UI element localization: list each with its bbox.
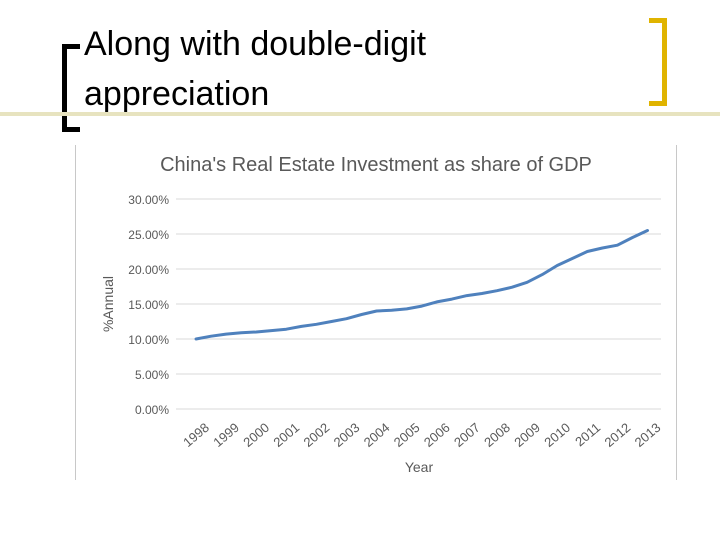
x-tick-label: 2008 xyxy=(481,420,513,450)
x-tick-label: 2000 xyxy=(240,420,272,450)
y-tick-label: 15.00% xyxy=(128,298,169,312)
x-tick-label: 1999 xyxy=(210,420,242,450)
x-tick-label: 2003 xyxy=(331,420,363,450)
y-axis-ticks: 0.00% 5.00% 10.00% 15.00% 20.00% 25.00% 30.00% xyxy=(128,193,169,417)
x-axis-label: Year xyxy=(405,459,434,475)
x-tick-label: 2013 xyxy=(632,420,664,450)
y-tick-label: 20.00% xyxy=(128,263,169,277)
y-tick-label: 25.00% xyxy=(128,228,169,242)
x-tick-label: 2004 xyxy=(361,420,393,450)
x-tick-label: 2009 xyxy=(511,420,543,450)
y-tick-label: 10.00% xyxy=(128,333,169,347)
right-bracket-decoration xyxy=(648,18,668,106)
x-axis-ticks: 1998199920002001200220032004200520062007… xyxy=(180,420,663,450)
slide-title-line-1: Along with double-digit xyxy=(84,25,427,63)
chart-frame: China's Real Estate Investment as share … xyxy=(75,145,677,480)
y-tick-label: 0.00% xyxy=(135,403,169,417)
gridlines xyxy=(176,198,661,410)
x-tick-label: 2007 xyxy=(451,420,483,450)
x-tick-label: 2011 xyxy=(572,420,603,449)
slide-title-line-2: appreciation xyxy=(84,75,270,113)
x-tick-label: 2005 xyxy=(391,420,423,450)
y-axis-label: %Annual xyxy=(100,276,116,332)
left-bracket-decoration xyxy=(62,44,82,132)
title-accent-line xyxy=(0,112,720,116)
line-chart: China's Real Estate Investment as share … xyxy=(100,154,663,475)
y-tick-label: 30.00% xyxy=(128,193,169,207)
x-tick-label: 2010 xyxy=(541,420,573,450)
y-tick-label: 5.00% xyxy=(135,368,169,382)
chart-title: China's Real Estate Investment as share … xyxy=(160,154,592,176)
x-tick-label: 2002 xyxy=(301,420,333,450)
x-tick-label: 1998 xyxy=(180,420,212,450)
x-tick-label: 2006 xyxy=(421,420,453,450)
x-tick-label: 2012 xyxy=(602,420,634,450)
x-tick-label: 2001 xyxy=(270,420,302,450)
series-line xyxy=(194,229,649,341)
